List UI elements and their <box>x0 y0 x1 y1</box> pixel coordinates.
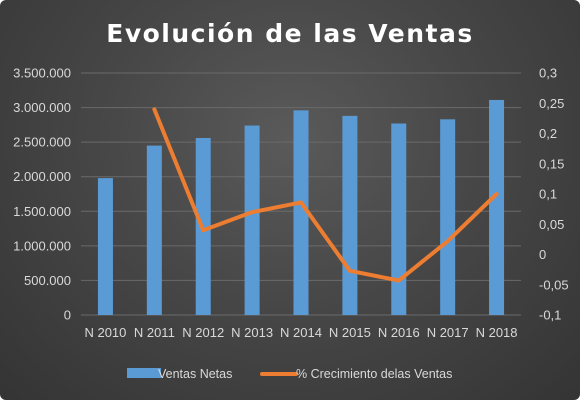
y-left-tick-label: 1.000.000 <box>13 238 71 253</box>
x-tick-label: N 2010 <box>84 325 126 340</box>
x-tick-label: N 2011 <box>134 325 175 340</box>
legend-label-bars: Ventas Netas <box>158 367 232 381</box>
y-right-tick-label: 0,1 <box>539 187 557 202</box>
y-right-tick-label: 0,3 <box>539 66 557 81</box>
y-right-tick-label: -0,1 <box>539 308 561 323</box>
bar <box>489 99 505 315</box>
bar <box>342 115 358 316</box>
bar <box>97 178 113 315</box>
x-tick-label: N 2013 <box>231 325 273 340</box>
y-left-tick-label: 3.000.000 <box>13 100 71 115</box>
bar <box>440 119 456 315</box>
axes: 0 500.000 1.000.000 1.500.000 2.000.000 2.500… <box>13 66 568 341</box>
legend: Ventas Netas % Crecimiento delas Ventas <box>127 367 452 381</box>
bar <box>391 123 407 315</box>
growth-line <box>152 107 499 283</box>
y-right-tick-label: 0,25 <box>539 96 564 111</box>
y-left-tick-label: 0 <box>64 308 71 323</box>
bar <box>146 145 162 315</box>
y-left-tick-label: 1.500.000 <box>13 204 71 219</box>
y-right-tick-label: 0,15 <box>539 156 564 171</box>
y-left-tick-label: 500.000 <box>24 273 71 288</box>
bar-series <box>97 99 505 316</box>
y-left-tick-label: 3.500.000 <box>13 66 71 81</box>
bar <box>244 125 260 315</box>
legend-label-line: % Crecimiento delas Ventas <box>296 367 452 381</box>
bar <box>293 110 309 315</box>
x-tick-label: N 2014 <box>280 325 322 340</box>
y-left-tick-label: 2.000.000 <box>13 169 71 184</box>
y-right-tick-label: 0 <box>539 247 546 262</box>
y-right-tick-label: 0,05 <box>539 217 564 232</box>
chart-title: Evolución de las Ventas <box>106 19 474 48</box>
line-series <box>152 107 499 283</box>
y-right-tick-label: -0,05 <box>539 277 569 292</box>
x-tick-label: N 2018 <box>476 325 518 340</box>
y-right-tick-label: 0,2 <box>539 126 557 141</box>
legend-swatch-bars <box>127 368 161 378</box>
x-tick-label: N 2015 <box>329 325 371 340</box>
x-tick-label: N 2012 <box>182 325 224 340</box>
y-left-tick-label: 2.500.000 <box>13 135 71 150</box>
x-tick-label: N 2017 <box>427 325 469 340</box>
x-tick-label: N 2016 <box>378 325 420 340</box>
